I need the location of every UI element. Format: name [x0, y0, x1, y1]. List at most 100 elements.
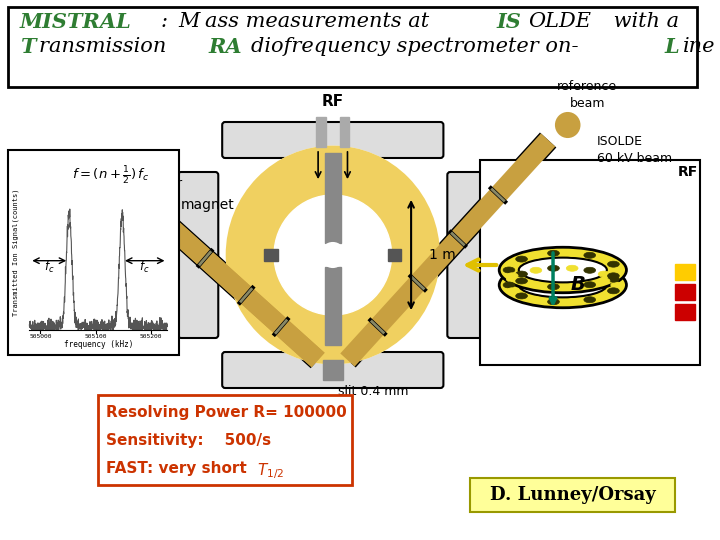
- Bar: [325, 153, 341, 243]
- Circle shape: [227, 147, 438, 363]
- Ellipse shape: [506, 288, 518, 294]
- Ellipse shape: [567, 299, 578, 305]
- Bar: [675, 264, 695, 280]
- FancyBboxPatch shape: [222, 352, 444, 388]
- Ellipse shape: [598, 271, 610, 277]
- Text: ion counter: ion counter: [112, 177, 182, 190]
- Bar: [675, 304, 695, 320]
- Ellipse shape: [506, 276, 518, 282]
- Circle shape: [274, 195, 392, 315]
- Ellipse shape: [499, 262, 626, 308]
- Ellipse shape: [611, 282, 623, 288]
- Ellipse shape: [584, 296, 595, 303]
- Ellipse shape: [519, 258, 607, 282]
- Ellipse shape: [516, 271, 528, 277]
- Text: 505200: 505200: [140, 334, 162, 339]
- Circle shape: [227, 147, 438, 363]
- Circle shape: [264, 185, 401, 325]
- Ellipse shape: [608, 288, 619, 294]
- Ellipse shape: [503, 282, 515, 288]
- Ellipse shape: [499, 247, 626, 293]
- Ellipse shape: [516, 256, 528, 262]
- Text: slit 0.4 mm: slit 0.4 mm: [338, 385, 408, 398]
- Ellipse shape: [608, 261, 619, 267]
- Text: ransmission: ransmission: [39, 37, 173, 56]
- Ellipse shape: [598, 256, 610, 262]
- Circle shape: [550, 107, 585, 143]
- Text: diofrequency spectrometer on-: diofrequency spectrometer on-: [251, 37, 578, 56]
- Bar: [480, 160, 700, 365]
- Ellipse shape: [608, 276, 619, 282]
- Ellipse shape: [567, 284, 578, 290]
- Circle shape: [274, 195, 392, 315]
- Bar: [387, 249, 401, 261]
- Text: $f = (n + \frac{1}{2})\, f_c$: $f = (n + \frac{1}{2})\, f_c$: [72, 165, 149, 187]
- Text: RA: RA: [208, 37, 242, 57]
- Text: OLDE: OLDE: [528, 12, 591, 31]
- Text: RF: RF: [678, 165, 698, 179]
- Bar: [470, 478, 675, 512]
- Ellipse shape: [598, 278, 610, 284]
- Text: :: :: [161, 12, 174, 31]
- Ellipse shape: [567, 265, 578, 271]
- Bar: [316, 117, 326, 147]
- Text: Sensitivity:    500/s: Sensitivity: 500/s: [106, 433, 271, 448]
- Bar: [264, 249, 278, 261]
- Ellipse shape: [530, 282, 541, 288]
- Bar: [675, 284, 695, 300]
- Ellipse shape: [611, 267, 623, 273]
- Text: ISOLDE
60 kV beam: ISOLDE 60 kV beam: [597, 135, 672, 165]
- Text: 505000: 505000: [29, 334, 52, 339]
- Ellipse shape: [519, 273, 607, 298]
- Text: with a: with a: [608, 12, 680, 31]
- Ellipse shape: [506, 261, 518, 267]
- Text: L: L: [665, 37, 679, 57]
- Text: 505100: 505100: [84, 334, 107, 339]
- Ellipse shape: [548, 299, 559, 305]
- FancyBboxPatch shape: [178, 172, 218, 338]
- Ellipse shape: [567, 250, 578, 256]
- Text: RF: RF: [322, 94, 344, 109]
- Text: $f_c$: $f_c$: [44, 259, 55, 275]
- Ellipse shape: [503, 267, 515, 273]
- Bar: [98, 395, 352, 485]
- Ellipse shape: [530, 296, 541, 303]
- Text: ass measurements at: ass measurements at: [205, 12, 436, 31]
- Bar: [340, 117, 349, 147]
- Bar: [323, 360, 343, 380]
- Text: reference
beam: reference beam: [557, 80, 617, 110]
- Ellipse shape: [598, 293, 610, 299]
- Bar: [325, 267, 341, 345]
- Text: ine: ine: [683, 37, 716, 56]
- Ellipse shape: [548, 265, 559, 271]
- Ellipse shape: [584, 282, 595, 288]
- Ellipse shape: [530, 267, 541, 273]
- Ellipse shape: [506, 273, 518, 279]
- Text: IS: IS: [496, 12, 521, 32]
- Text: Transmitted Ion Signal(counts): Transmitted Ion Signal(counts): [12, 189, 19, 316]
- Ellipse shape: [516, 293, 528, 299]
- Ellipse shape: [584, 267, 595, 273]
- Ellipse shape: [548, 250, 559, 256]
- Ellipse shape: [516, 278, 528, 284]
- Text: $f_c$: $f_c$: [140, 259, 150, 275]
- Text: MISTRAL: MISTRAL: [19, 12, 131, 32]
- Text: magnet: magnet: [181, 198, 235, 212]
- Ellipse shape: [530, 252, 541, 258]
- Text: D. Lunney/Orsay: D. Lunney/Orsay: [490, 486, 655, 504]
- FancyBboxPatch shape: [222, 122, 444, 158]
- Text: frequency (kHz): frequency (kHz): [63, 340, 133, 349]
- Ellipse shape: [548, 284, 559, 290]
- Text: B: B: [571, 275, 585, 294]
- Text: M: M: [178, 12, 199, 31]
- Bar: [8, 150, 179, 355]
- Ellipse shape: [584, 252, 595, 258]
- Circle shape: [321, 243, 345, 267]
- Circle shape: [556, 113, 580, 137]
- Bar: [8, 7, 697, 87]
- Text: Resolving Power R= 100000: Resolving Power R= 100000: [106, 405, 346, 420]
- Text: FAST: very short: FAST: very short: [106, 461, 252, 476]
- Ellipse shape: [608, 273, 619, 279]
- FancyBboxPatch shape: [447, 172, 487, 338]
- Text: 1 m: 1 m: [428, 248, 456, 262]
